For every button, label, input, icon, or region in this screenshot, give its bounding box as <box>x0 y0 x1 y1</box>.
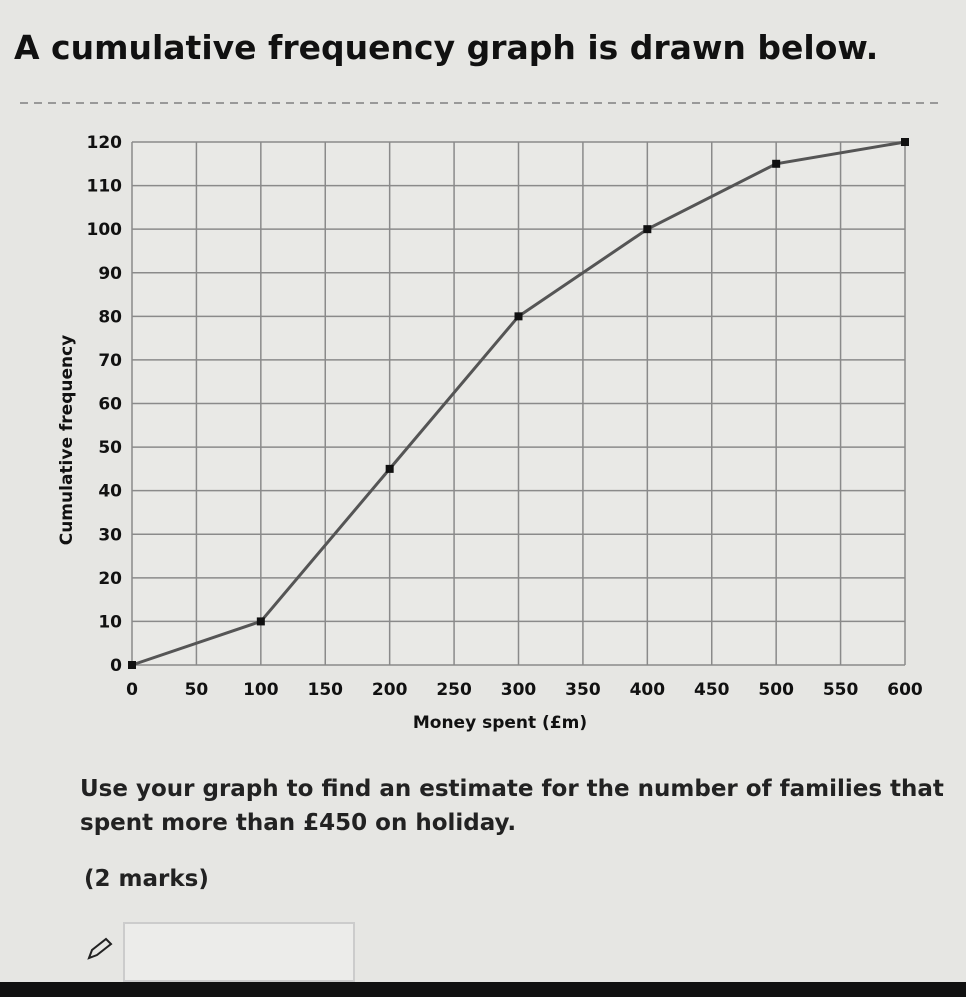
point-marker <box>385 464 394 473</box>
x-tick-label: 300 <box>501 680 537 700</box>
y-tick-label: 120 <box>87 133 123 153</box>
chart: Money spent (£m) Cumulative frequency 0 1… <box>20 102 940 733</box>
question-text: Use your graph to find an estimate for t… <box>80 776 944 836</box>
y-tick-label: 0 <box>110 656 122 676</box>
title: A cumulative frequency graph is drawn be… <box>14 28 879 67</box>
answer-input[interactable] <box>123 922 355 982</box>
x-tick-label: 500 <box>758 680 794 700</box>
x-tick-label: 450 <box>694 680 730 700</box>
point-marker <box>514 312 523 321</box>
point-marker <box>128 661 136 669</box>
y-tick-label: 10 <box>98 612 122 632</box>
y-tick-label: 50 <box>98 438 122 458</box>
y-tick-label: 30 <box>98 525 122 545</box>
y-tick-label: 100 <box>87 220 123 240</box>
point-marker <box>901 138 909 146</box>
x-axis-label: Money spent (£m) <box>413 713 587 733</box>
y-tick-label: 60 <box>98 395 122 415</box>
x-tick-label: 150 <box>308 680 344 700</box>
point-marker <box>643 225 652 234</box>
y-tick-label: 110 <box>87 177 123 197</box>
x-tick-label: 400 <box>630 680 666 700</box>
x-tick-label: 50 <box>185 680 209 700</box>
y-axis-label: Cumulative frequency <box>57 335 77 546</box>
pencil-icon <box>87 937 113 960</box>
x-tick-label: 0 <box>126 680 138 700</box>
x-tick-label: 600 <box>887 680 923 700</box>
y-tick-label: 40 <box>98 482 122 502</box>
point-marker <box>772 159 781 168</box>
y-tick-label: 70 <box>98 351 122 371</box>
point-marker <box>256 617 265 626</box>
x-tick-label: 200 <box>372 680 408 700</box>
y-tick-label: 20 <box>98 569 122 589</box>
x-tick-label: 350 <box>565 680 601 700</box>
y-tick-label: 80 <box>98 307 122 327</box>
x-tick-label: 250 <box>436 680 472 700</box>
y-tick-label: 90 <box>98 264 122 284</box>
x-tick-label: 550 <box>823 680 859 700</box>
bottom-bar <box>0 982 966 997</box>
marks: (2 marks) <box>84 866 209 892</box>
x-tick-label: 100 <box>243 680 279 700</box>
